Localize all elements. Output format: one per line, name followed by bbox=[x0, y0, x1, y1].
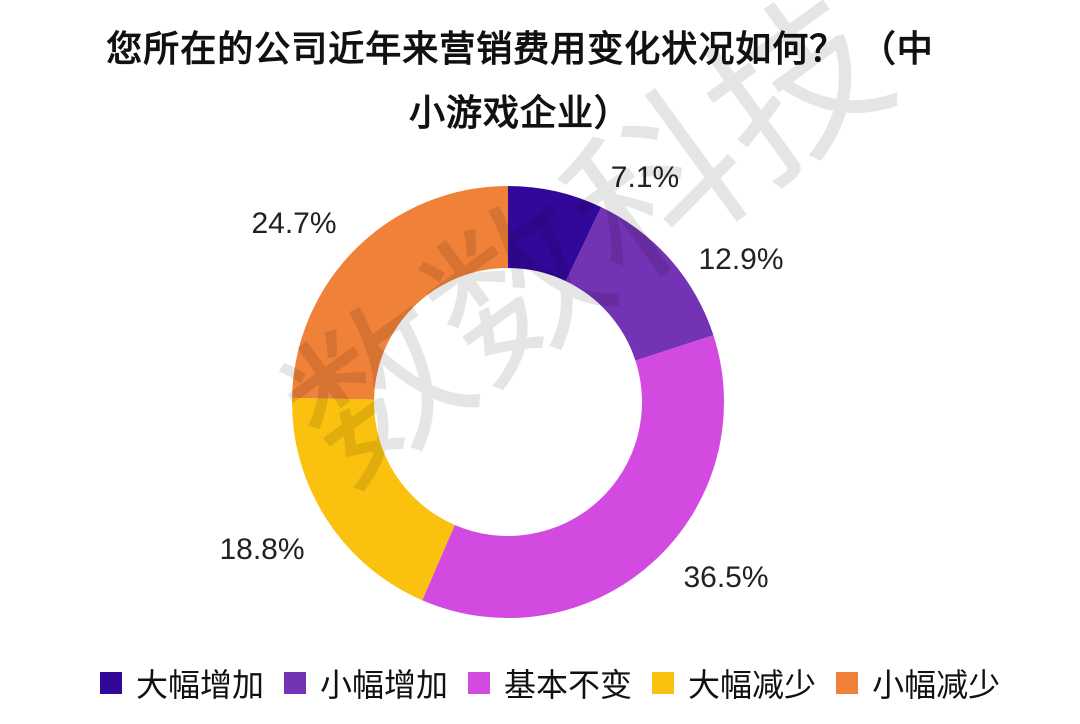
legend-item-5: 小幅减少 bbox=[836, 660, 1000, 706]
donut-slice-2 bbox=[565, 207, 714, 361]
chart-title: 您所在的公司近年来营销费用变化状况如何？ （中 小游戏企业） bbox=[90, 18, 950, 146]
legend-label-2: 小幅增加 bbox=[320, 666, 449, 704]
legend-item-2: 小幅增加 bbox=[284, 660, 448, 706]
legend-swatch-4 bbox=[652, 672, 675, 694]
legend-label-3: 基本不变 bbox=[504, 666, 633, 704]
slice-label-2: 12.9% bbox=[698, 243, 783, 276]
legend-swatch-3 bbox=[468, 672, 491, 694]
legend-item-3: 基本不变 bbox=[468, 660, 632, 706]
legend-swatch-5 bbox=[836, 672, 859, 694]
legend-swatch-2 bbox=[284, 672, 307, 694]
slice-label-4: 18.8% bbox=[219, 533, 304, 566]
legend-label-5: 小幅减少 bbox=[872, 666, 1001, 704]
slice-label-5: 24.7% bbox=[251, 207, 336, 240]
slice-label-1: 7.1% bbox=[611, 161, 679, 194]
slice-label-3: 36.5% bbox=[683, 561, 768, 594]
donut-slice-5 bbox=[292, 186, 508, 400]
donut-slice-1 bbox=[508, 186, 602, 282]
legend-swatch-1 bbox=[100, 672, 122, 694]
chart-title-line-1: 您所在的公司近年来营销费用变化状况如何？ （中 bbox=[106, 29, 934, 70]
chart-title-line-2: 小游戏企业） bbox=[408, 93, 631, 134]
legend: 大幅增加 小幅增加 基本不变 大幅减少 小幅减少 bbox=[100, 660, 1000, 706]
legend-label-1: 大幅增加 bbox=[136, 666, 265, 704]
legend-item-4: 大幅减少 bbox=[652, 660, 816, 706]
legend-item-1: 大幅增加 bbox=[100, 660, 264, 706]
donut-slice-4 bbox=[292, 397, 455, 601]
legend-label-4: 大幅减少 bbox=[688, 666, 817, 704]
donut-slice-3 bbox=[422, 335, 724, 618]
